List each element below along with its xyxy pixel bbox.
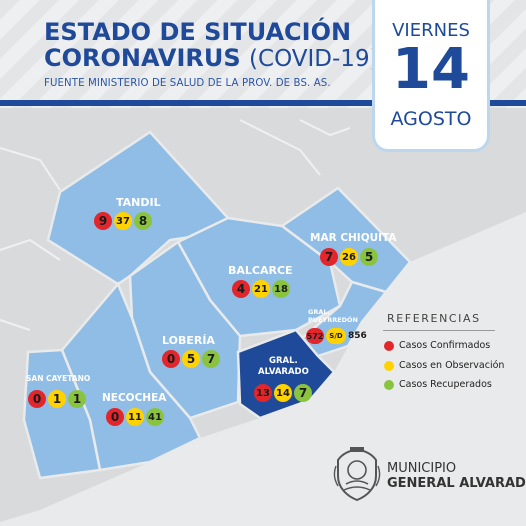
ocean	[0, 212, 526, 526]
stats-loberia: 0 5 7	[162, 350, 222, 368]
gral-pueyrredon-observation: S/D	[326, 328, 346, 344]
balcarce-recovered: 18	[272, 280, 290, 298]
region-san-cayetano	[22, 348, 102, 480]
gral-alvarado-recovered: 7	[294, 384, 312, 402]
necochea-observation: 11	[126, 408, 144, 426]
balcarce-observation: 21	[252, 280, 270, 298]
legend-item-recovered: Casos Recuperados	[384, 379, 492, 390]
label-balcarce: BALCARCE	[228, 264, 293, 277]
header-divider	[0, 100, 526, 106]
tandil-recovered: 8	[134, 212, 152, 230]
title-line-2: CORONAVIRUS (COVID-19)	[44, 44, 379, 72]
tandil-observation: 37	[114, 212, 132, 230]
stats-mar-chiquita: 7 26 5	[320, 248, 380, 266]
stats-tandil: 9 37 8	[94, 212, 154, 230]
region-tandil	[46, 130, 230, 286]
title-coronavirus: CORONAVIRUS	[44, 44, 241, 72]
mar-chiquita-confirmed: 7	[320, 248, 338, 266]
neighbor-borders	[0, 119, 351, 331]
municipality-line-2: GENERAL ALVARADO	[387, 476, 526, 491]
legend-label-observation: Casos en Observación	[399, 360, 505, 371]
gral-pueyrredon-confirmed: 572	[306, 328, 324, 344]
label-gral-pueyrredon: GRAL. PUEYRREDÓN	[308, 308, 358, 324]
balcarce-confirmed: 4	[232, 280, 250, 298]
legend-label-confirmed: Casos Confirmados	[399, 340, 491, 351]
date-month: AGOSTO	[390, 108, 472, 130]
gral-alvarado-observation: 14	[274, 384, 292, 402]
title-covid: (COVID-19)	[249, 46, 379, 72]
label-gral-alvarado-line2: ALVARADO	[258, 367, 309, 377]
stats-necochea: 0 11 41	[106, 408, 166, 426]
date-weekday: VIERNES	[392, 20, 470, 41]
municipal-crest-icon	[333, 447, 381, 502]
legend-swatch-yellow	[384, 360, 394, 371]
legend-label-recovered: Casos Recuperados	[399, 379, 492, 390]
loberia-observation: 5	[182, 350, 200, 368]
necochea-confirmed: 0	[106, 408, 124, 426]
stats-gral-pueyrredon: 572 S/D 856	[306, 328, 369, 344]
date-day-number: 14	[392, 37, 470, 102]
legend-item-observation: Casos en Observación	[384, 360, 504, 371]
loberia-recovered: 7	[202, 350, 220, 368]
label-gral-alvarado-line1: GRAL.	[269, 356, 298, 366]
mar-chiquita-recovered: 5	[360, 248, 378, 266]
legend-divider	[383, 330, 495, 331]
legend-title: REFERENCIAS	[387, 312, 481, 325]
mar-chiquita-observation: 26	[340, 248, 358, 266]
loberia-confirmed: 0	[162, 350, 180, 368]
title-line-1: ESTADO DE SITUACIÓN	[44, 18, 352, 46]
label-san-cayetano: SAN CAYETANO	[26, 374, 91, 383]
label-gral-pueyrredon-line2: PUEYRREDÓN	[308, 316, 359, 324]
legend-swatch-red	[384, 340, 394, 351]
gral-pueyrredon-recovered: 856	[348, 331, 367, 341]
municipality-line-1: MUNICIPIO	[387, 461, 457, 476]
label-necochea: NECOCHEA	[102, 392, 167, 404]
label-gral-alvarado: GRAL. ALVARADO	[258, 356, 309, 378]
legend-swatch-green	[384, 379, 394, 390]
gral-alvarado-confirmed: 13	[254, 384, 272, 402]
label-tandil: TANDIL	[116, 196, 161, 209]
stats-gral-alvarado: 13 14 7	[254, 384, 314, 402]
stats-san-cayetano: 0 1 1	[28, 390, 88, 408]
san-cayetano-recovered: 1	[68, 390, 86, 408]
data-source: FUENTE MINISTERIO DE SALUD DE LA PROV. D…	[44, 78, 331, 89]
san-cayetano-confirmed: 0	[28, 390, 46, 408]
stats-balcarce: 4 21 18	[232, 280, 292, 298]
tandil-confirmed: 9	[94, 212, 112, 230]
label-mar-chiquita: MAR CHIQUITA	[310, 232, 397, 244]
necochea-recovered: 41	[146, 408, 164, 426]
label-loberia: LOBERÍA	[162, 334, 215, 347]
label-gral-pueyrredon-line1: GRAL.	[308, 308, 330, 316]
date-card: VIERNES 14 AGOSTO	[372, 0, 490, 152]
san-cayetano-observation: 1	[48, 390, 66, 408]
legend-item-confirmed: Casos Confirmados	[384, 340, 490, 351]
